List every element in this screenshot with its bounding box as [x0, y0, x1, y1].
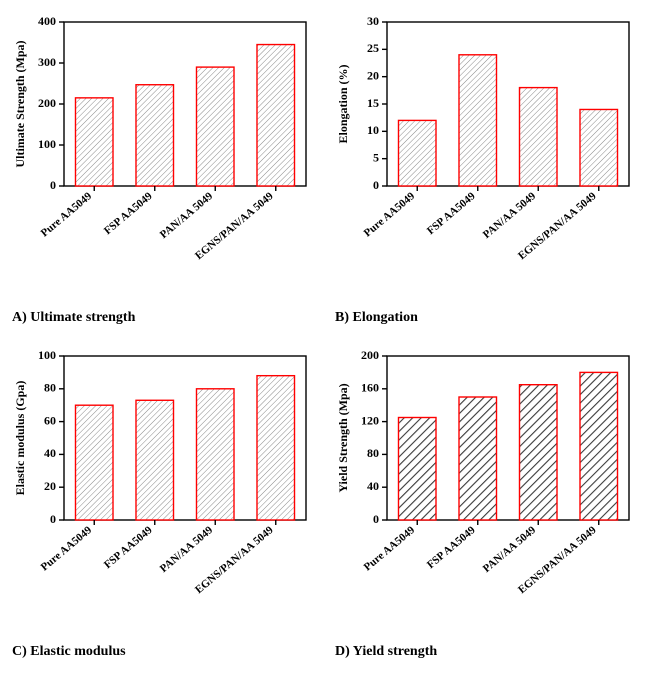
- svg-text:300: 300: [38, 55, 56, 69]
- svg-text:FSP AA5049: FSP AA5049: [102, 190, 155, 237]
- svg-text:Ultimate Strength (Mpa): Ultimate Strength (Mpa): [13, 40, 27, 167]
- svg-text:100: 100: [38, 137, 56, 151]
- svg-text:Pure AA5049: Pure AA5049: [39, 190, 95, 240]
- svg-text:20: 20: [44, 479, 56, 493]
- svg-text:40: 40: [44, 446, 56, 460]
- caption-b: B) Elongation: [333, 304, 636, 340]
- chart-d: 0 40 80 120 160 200 Yield Strength (Mpa) Pure A…: [333, 344, 633, 629]
- svg-text:100: 100: [38, 348, 56, 362]
- caption-c: C) Elastic modulus: [10, 638, 313, 674]
- svg-text:80: 80: [44, 381, 56, 395]
- chart-a-cell: 0 100 200 300 400 Ultimate Strength (Mpa) Pure…: [10, 10, 313, 300]
- svg-text:0: 0: [50, 178, 56, 192]
- svg-text:15: 15: [367, 96, 379, 110]
- chart-c: 0 20 40 60 80 100 Elastic modulus (Gpa) Pure AA…: [10, 344, 310, 629]
- svg-text:PAN/AA 5049: PAN/AA 5049: [158, 190, 216, 241]
- chart-b-cell: 0 5 10 15 20 25 30 Elongation (%) Pure AA5049FSP…: [333, 10, 636, 300]
- svg-text:FSP AA5049: FSP AA5049: [425, 190, 478, 237]
- svg-text:40: 40: [367, 479, 379, 493]
- svg-text:160: 160: [361, 381, 379, 395]
- svg-text:30: 30: [367, 14, 379, 28]
- chart-a: 0 100 200 300 400 Ultimate Strength (Mpa) Pure…: [10, 10, 310, 295]
- svg-text:25: 25: [367, 41, 379, 55]
- svg-text:PAN/AA 5049: PAN/AA 5049: [481, 524, 539, 575]
- svg-text:0: 0: [373, 178, 379, 192]
- svg-text:Elongation (%): Elongation (%): [336, 64, 350, 143]
- svg-text:400: 400: [38, 14, 56, 28]
- svg-text:FSP AA5049: FSP AA5049: [425, 524, 478, 571]
- chart-grid: 0100200300400Ultimate Strength (Mpa)Pure…: [10, 10, 636, 674]
- svg-text:20: 20: [367, 68, 379, 82]
- svg-text:Elastic modulus (Gpa): Elastic modulus (Gpa): [13, 381, 27, 496]
- svg-text:Pure AA5049: Pure AA5049: [362, 524, 418, 574]
- svg-text:PAN/AA 5049: PAN/AA 5049: [481, 190, 539, 241]
- svg-text:Pure AA5049: Pure AA5049: [39, 524, 95, 574]
- svg-text:200: 200: [38, 96, 56, 110]
- svg-text:10: 10: [367, 123, 379, 137]
- chart-d-cell: 0 40 80 120 160 200 Yield Strength (Mpa) Pure A…: [333, 344, 636, 634]
- svg-text:200: 200: [361, 348, 379, 362]
- svg-text:PAN/AA 5049: PAN/AA 5049: [158, 524, 216, 575]
- svg-text:120: 120: [361, 413, 379, 427]
- chart-c-cell: 0 20 40 60 80 100 Elastic modulus (Gpa) Pure AA…: [10, 344, 313, 634]
- chart-b: 0 5 10 15 20 25 30 Elongation (%) Pure AA5049FSP…: [333, 10, 633, 295]
- svg-text:FSP AA5049: FSP AA5049: [102, 524, 155, 571]
- svg-text:0: 0: [50, 512, 56, 526]
- caption-a: A) Ultimate strength: [10, 304, 313, 340]
- svg-text:Pure AA5049: Pure AA5049: [362, 190, 418, 240]
- svg-text:80: 80: [367, 446, 379, 460]
- svg-text:0: 0: [373, 512, 379, 526]
- svg-text:60: 60: [44, 413, 56, 427]
- caption-d: D) Yield strength: [333, 638, 636, 674]
- svg-text:5: 5: [373, 150, 379, 164]
- svg-text:Yield Strength (Mpa): Yield Strength (Mpa): [336, 383, 350, 492]
